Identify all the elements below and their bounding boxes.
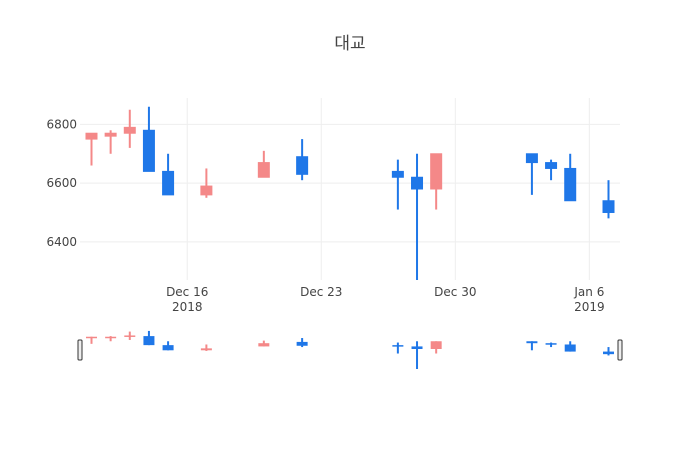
candle: [296, 139, 309, 181]
slider-candle-body: [105, 336, 117, 339]
slider-candle: [564, 341, 576, 352]
gridlines: [80, 98, 620, 280]
x-tick-label: Jan 6: [573, 285, 604, 299]
slider-candle: [200, 344, 212, 351]
candle-body: [142, 129, 155, 172]
slider-candle-body: [564, 344, 576, 352]
slider-candle: [545, 342, 557, 348]
slider-candle-body: [430, 341, 442, 349]
x-tick-year-label: 2019: [574, 300, 605, 314]
slider-handle-right[interactable]: [617, 339, 623, 361]
slider-candle-body: [545, 343, 557, 345]
slider-candle-body: [411, 346, 423, 349]
y-tick-label: 6400: [46, 235, 77, 249]
candle-body: [411, 176, 424, 190]
candle-body: [85, 132, 98, 140]
y-axis-ticks: 6400 6600 6800: [46, 117, 77, 248]
slider-candle: [258, 340, 270, 347]
candle-body: [525, 153, 538, 164]
candle: [104, 130, 117, 154]
candle-body: [200, 185, 213, 196]
candle: [142, 106, 155, 172]
y-tick-label: 6600: [46, 176, 77, 190]
candles: [85, 106, 615, 280]
slider-candle-body: [162, 345, 174, 351]
x-tick-label: Dec 16: [166, 285, 208, 299]
slider-candle: [162, 341, 174, 351]
candle-body: [602, 200, 615, 213]
slider-candle-body: [143, 336, 155, 346]
slider-candle: [430, 341, 442, 354]
slider-candle: [603, 347, 615, 356]
candle-body: [564, 167, 577, 202]
x-tick-year-label: 2018: [172, 300, 203, 314]
candle: [200, 168, 213, 198]
slider-candle: [411, 341, 423, 369]
slider-candle-body: [200, 348, 212, 351]
slider-candle-body: [526, 341, 538, 344]
slider-candle-body: [124, 335, 136, 337]
candle: [162, 153, 175, 196]
candle: [257, 150, 270, 178]
slider-candle: [296, 338, 308, 348]
x-tick-label: Dec 30: [434, 285, 476, 299]
slider-candle: [124, 331, 136, 340]
candle-body: [391, 170, 404, 178]
candle: [85, 132, 98, 166]
slider-candle-body: [392, 345, 404, 347]
slider-candle: [526, 341, 538, 351]
y-tick-label: 6800: [46, 117, 77, 131]
range-slider[interactable]: [77, 330, 623, 369]
candle: [430, 153, 443, 210]
slider-candle-body: [296, 341, 308, 346]
slider-candle: [392, 342, 404, 354]
candle: [525, 153, 538, 195]
x-tick-label: Dec 23: [300, 285, 342, 299]
candle: [411, 153, 424, 280]
candle-body: [123, 126, 136, 134]
candle-body: [296, 156, 309, 175]
slider-candle: [143, 330, 155, 346]
slider-candle-body: [85, 336, 97, 339]
candle-body: [162, 170, 175, 196]
candle-body: [104, 132, 117, 137]
slider-candle-body: [603, 351, 615, 355]
candle-body: [545, 162, 558, 169]
slider-candle: [85, 336, 97, 344]
candle: [564, 153, 577, 202]
candle: [602, 180, 615, 219]
candle: [123, 109, 136, 148]
slider-candle: [105, 336, 117, 342]
chart-title: 대교: [334, 34, 365, 54]
candle-body: [430, 153, 443, 190]
candle: [391, 159, 404, 210]
candle-body: [257, 162, 270, 178]
candle: [545, 159, 558, 181]
slider-candle-body: [258, 343, 270, 347]
slider-handle-left[interactable]: [77, 339, 83, 361]
